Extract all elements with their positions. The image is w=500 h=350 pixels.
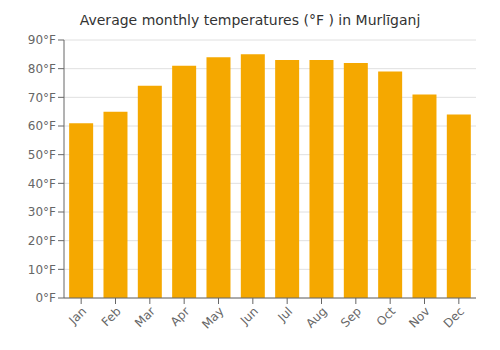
svg-text:90°F: 90°F bbox=[28, 33, 56, 47]
svg-text:Sep: Sep bbox=[338, 304, 364, 330]
svg-text:20°F: 20°F bbox=[28, 234, 56, 248]
svg-text:Oct: Oct bbox=[374, 304, 399, 329]
svg-text:Mar: Mar bbox=[132, 304, 158, 330]
svg-text:Aug: Aug bbox=[303, 304, 329, 330]
svg-text:Feb: Feb bbox=[99, 304, 124, 329]
svg-text:40°F: 40°F bbox=[28, 177, 56, 191]
svg-text:Apr: Apr bbox=[168, 304, 193, 329]
html-text:Average monthly temperatures (: Average monthly temperatures (°F ) in Mu… bbox=[79, 12, 421, 28]
svg-text:Jul: Jul bbox=[274, 304, 295, 325]
svg-text:Dec: Dec bbox=[441, 304, 467, 330]
svg-text:May: May bbox=[199, 304, 226, 331]
svg-text:70°F: 70°F bbox=[28, 91, 56, 105]
svg-text:50°F: 50°F bbox=[28, 148, 56, 162]
svg-text:Jun: Jun bbox=[237, 304, 261, 328]
svg-text:80°F: 80°F bbox=[28, 62, 56, 76]
svg-text:0°F: 0°F bbox=[35, 291, 56, 305]
svg-text:Jan: Jan bbox=[66, 304, 90, 328]
svg-text:10°F: 10°F bbox=[28, 263, 56, 277]
svg-text:30°F: 30°F bbox=[28, 205, 56, 219]
svg-text:60°F: 60°F bbox=[28, 119, 56, 133]
svg-text:Nov: Nov bbox=[406, 304, 432, 330]
